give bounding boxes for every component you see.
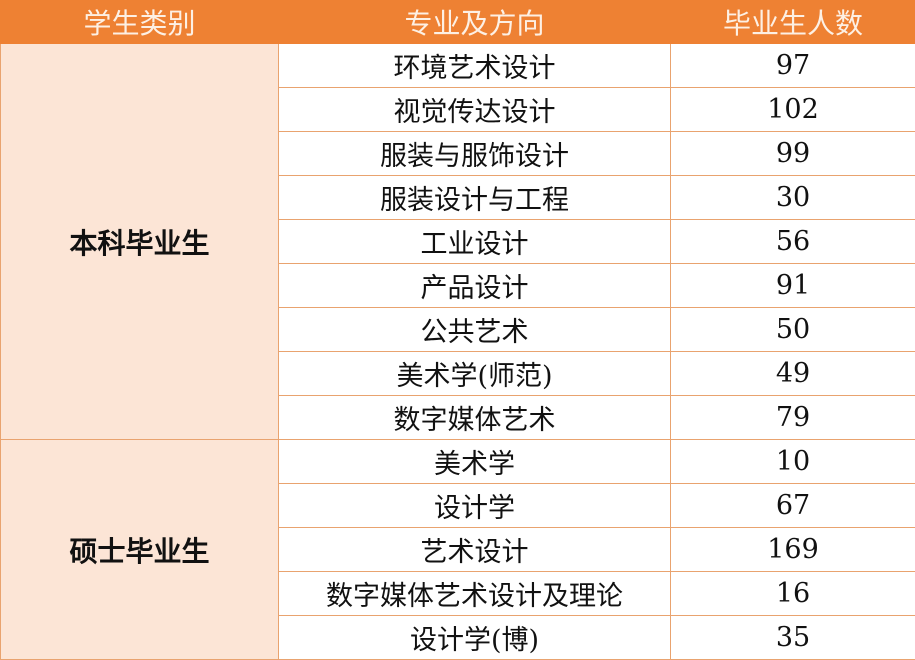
count-cell: 99 bbox=[671, 132, 915, 176]
category-cell: 本科毕业生 bbox=[1, 44, 279, 440]
count-cell: 49 bbox=[671, 352, 915, 396]
count-cell: 97 bbox=[671, 44, 915, 88]
major-cell: 服装与服饰设计 bbox=[279, 132, 671, 176]
count-cell: 30 bbox=[671, 176, 915, 220]
count-cell: 16 bbox=[671, 572, 915, 616]
header-category: 学生类别 bbox=[1, 1, 279, 44]
major-cell: 服装设计与工程 bbox=[279, 176, 671, 220]
major-cell: 艺术设计 bbox=[279, 528, 671, 572]
header-row: 学生类别 专业及方向 毕业生人数 bbox=[1, 1, 915, 44]
count-cell: 102 bbox=[671, 88, 915, 132]
count-cell: 169 bbox=[671, 528, 915, 572]
count-cell: 35 bbox=[671, 616, 915, 660]
count-cell: 50 bbox=[671, 308, 915, 352]
major-cell: 数字媒体艺术 bbox=[279, 396, 671, 440]
category-cell: 硕士毕业生 bbox=[1, 440, 279, 660]
count-cell: 56 bbox=[671, 220, 915, 264]
header-count: 毕业生人数 bbox=[671, 1, 915, 44]
major-cell: 产品设计 bbox=[279, 264, 671, 308]
major-cell: 设计学(博) bbox=[279, 616, 671, 660]
count-cell: 10 bbox=[671, 440, 915, 484]
major-cell: 美术学 bbox=[279, 440, 671, 484]
major-cell: 美术学(师范) bbox=[279, 352, 671, 396]
count-cell: 79 bbox=[671, 396, 915, 440]
header-major: 专业及方向 bbox=[279, 1, 671, 44]
major-cell: 设计学 bbox=[279, 484, 671, 528]
major-cell: 数字媒体艺术设计及理论 bbox=[279, 572, 671, 616]
major-cell: 视觉传达设计 bbox=[279, 88, 671, 132]
count-cell: 67 bbox=[671, 484, 915, 528]
count-cell: 91 bbox=[671, 264, 915, 308]
major-cell: 工业设计 bbox=[279, 220, 671, 264]
major-cell: 公共艺术 bbox=[279, 308, 671, 352]
major-cell: 环境艺术设计 bbox=[279, 44, 671, 88]
